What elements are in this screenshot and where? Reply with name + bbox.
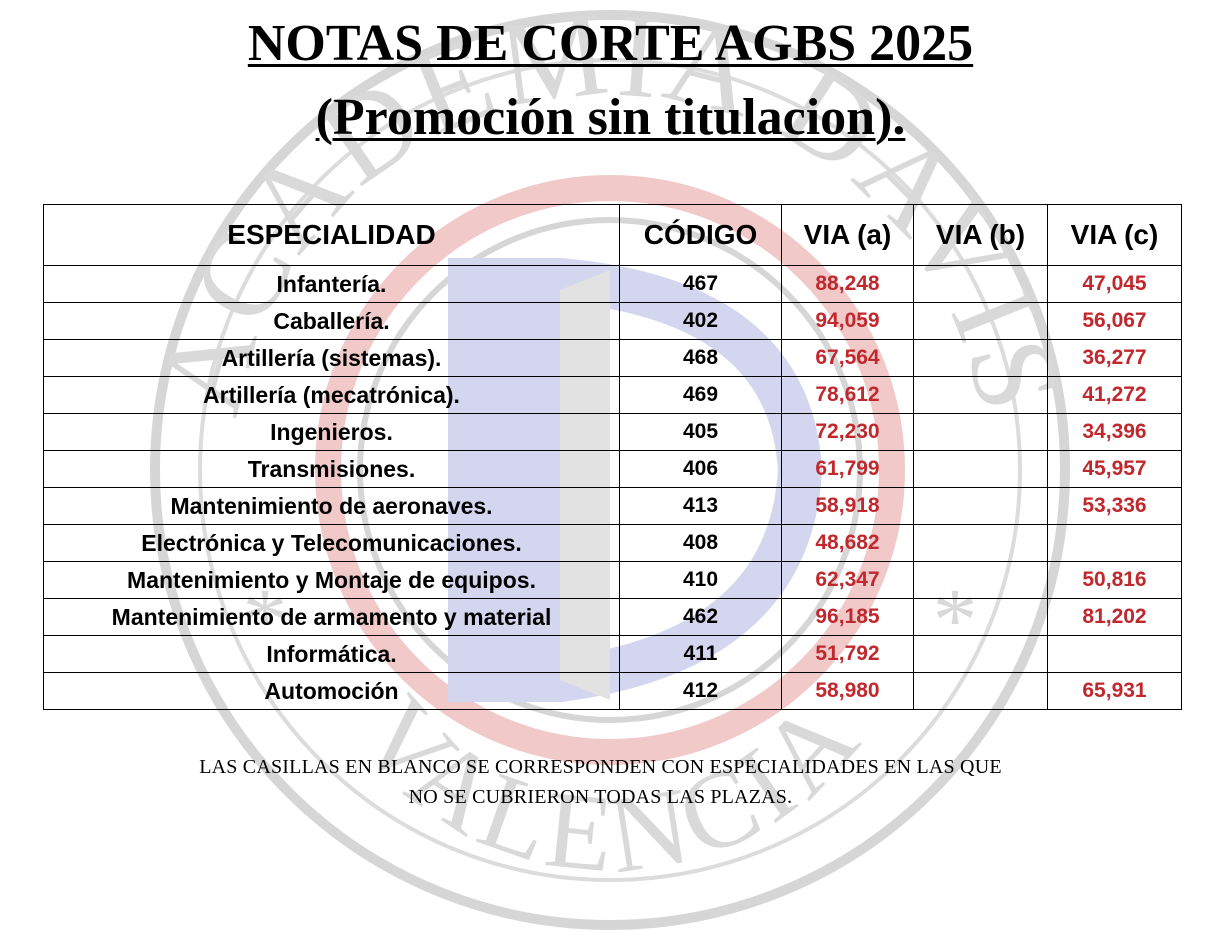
table-row: Infantería. 467 88,248 47,045: [43, 265, 1182, 303]
via-b-cell: [913, 598, 1048, 636]
codigo-cell: 462: [619, 598, 782, 636]
especialidad-cell: Electrónica y Telecomunicaciones.: [43, 524, 620, 562]
via-c-cell: 50,816: [1047, 561, 1182, 599]
table-row: Mantenimiento de aeronaves. 413 58,918 53,3…: [43, 487, 1182, 525]
via-c-cell: 34,396: [1047, 413, 1182, 451]
via-b-cell: [913, 561, 1048, 599]
especialidad-cell: Transmisiones.: [43, 450, 620, 488]
header-especialidad: ESPECIALIDAD: [43, 204, 620, 266]
via-c-cell: 53,336: [1047, 487, 1182, 525]
footer-note-line1: LAS CASILLAS EN BLANCO SE CORRESPONDEN C…: [199, 756, 1002, 778]
via-a-cell: 58,980: [781, 672, 914, 710]
codigo-cell: 402: [619, 302, 782, 340]
codigo-cell: 413: [619, 487, 782, 525]
via-b-cell: [913, 265, 1048, 303]
especialidad-cell: Artillería (sistemas).: [43, 339, 620, 377]
codigo-cell: 406: [619, 450, 782, 488]
codigo-cell: 412: [619, 672, 782, 710]
via-a-cell: 88,248: [781, 265, 914, 303]
header-via-b: VIA (b): [913, 204, 1048, 266]
table-row: Caballería. 402 94,059 56,067: [43, 302, 1182, 340]
via-a-cell: 96,185: [781, 598, 914, 636]
via-c-cell: 81,202: [1047, 598, 1182, 636]
via-c-cell: [1047, 635, 1182, 673]
via-b-cell: [913, 672, 1048, 710]
codigo-cell: 408: [619, 524, 782, 562]
cutoff-grades-table: ESPECIALIDAD CÓDIGO VIA (a) VIA (b) VIA …: [43, 204, 1182, 710]
table-header-row: ESPECIALIDAD CÓDIGO VIA (a) VIA (b) VIA …: [43, 204, 1182, 266]
codigo-cell: 410: [619, 561, 782, 599]
header-via-c: VIA (c): [1047, 204, 1182, 266]
especialidad-cell: Artillería (mecatrónica).: [43, 376, 620, 414]
header-codigo: CÓDIGO: [619, 204, 782, 266]
via-a-cell: 61,799: [781, 450, 914, 488]
codigo-cell: 411: [619, 635, 782, 673]
especialidad-cell: Automoción: [43, 672, 620, 710]
via-c-cell: 36,277: [1047, 339, 1182, 377]
table-row: Electrónica y Telecomunicaciones. 408 48,6…: [43, 524, 1182, 562]
table-row: Transmisiones. 406 61,799 45,957: [43, 450, 1182, 488]
via-a-cell: 94,059: [781, 302, 914, 340]
codigo-cell: 469: [619, 376, 782, 414]
table-row: Ingenieros. 405 72,230 34,396: [43, 413, 1182, 451]
table-row: Automoción 412 58,980 65,931: [43, 672, 1182, 710]
via-a-cell: 67,564: [781, 339, 914, 377]
table-row: Mantenimiento y Montaje de equipos. 410 62…: [43, 561, 1182, 599]
codigo-cell: 467: [619, 265, 782, 303]
page-title: NOTAS DE CORTE AGBS 2025: [247, 15, 974, 72]
via-c-cell: [1047, 524, 1182, 562]
especialidad-cell: Mantenimiento y Montaje de equipos.: [43, 561, 620, 599]
via-a-cell: 51,792: [781, 635, 914, 673]
especialidad-cell: Ingenieros.: [43, 413, 620, 451]
footer-note-line2: NO SE CUBRIERON TODAS LAS PLAZAS.: [408, 786, 793, 808]
via-c-cell: 65,931: [1047, 672, 1182, 710]
via-c-cell: 41,272: [1047, 376, 1182, 414]
via-a-cell: 72,230: [781, 413, 914, 451]
especialidad-cell: Informática.: [43, 635, 620, 673]
codigo-cell: 468: [619, 339, 782, 377]
via-c-cell: 56,067: [1047, 302, 1182, 340]
via-b-cell: [913, 487, 1048, 525]
via-b-cell: [913, 376, 1048, 414]
page-subtitle: (Promoción sin titulacion).: [315, 89, 906, 146]
via-b-cell: [913, 524, 1048, 562]
table-row: Artillería (mecatrónica). 469 78,612 41,272: [43, 376, 1182, 414]
via-b-cell: [913, 302, 1048, 340]
especialidad-cell: Mantenimiento de armamento y material: [43, 598, 620, 636]
via-c-cell: 45,957: [1047, 450, 1182, 488]
via-b-cell: [913, 635, 1048, 673]
header-via-a: VIA (a): [781, 204, 914, 266]
especialidad-cell: Infantería.: [43, 265, 620, 303]
table-row: Mantenimiento de armamento y material 462…: [43, 598, 1182, 636]
especialidad-cell: Caballería.: [43, 302, 620, 340]
via-b-cell: [913, 450, 1048, 488]
via-b-cell: [913, 339, 1048, 377]
especialidad-cell: Mantenimiento de aeronaves.: [43, 487, 620, 525]
codigo-cell: 405: [619, 413, 782, 451]
via-c-cell: 47,045: [1047, 265, 1182, 303]
table-row: Artillería (sistemas). 468 67,564 36,277: [43, 339, 1182, 377]
via-a-cell: 78,612: [781, 376, 914, 414]
via-b-cell: [913, 413, 1048, 451]
via-a-cell: 48,682: [781, 524, 914, 562]
via-a-cell: 58,918: [781, 487, 914, 525]
via-a-cell: 62,347: [781, 561, 914, 599]
table-row: Informática. 411 51,792: [43, 635, 1182, 673]
